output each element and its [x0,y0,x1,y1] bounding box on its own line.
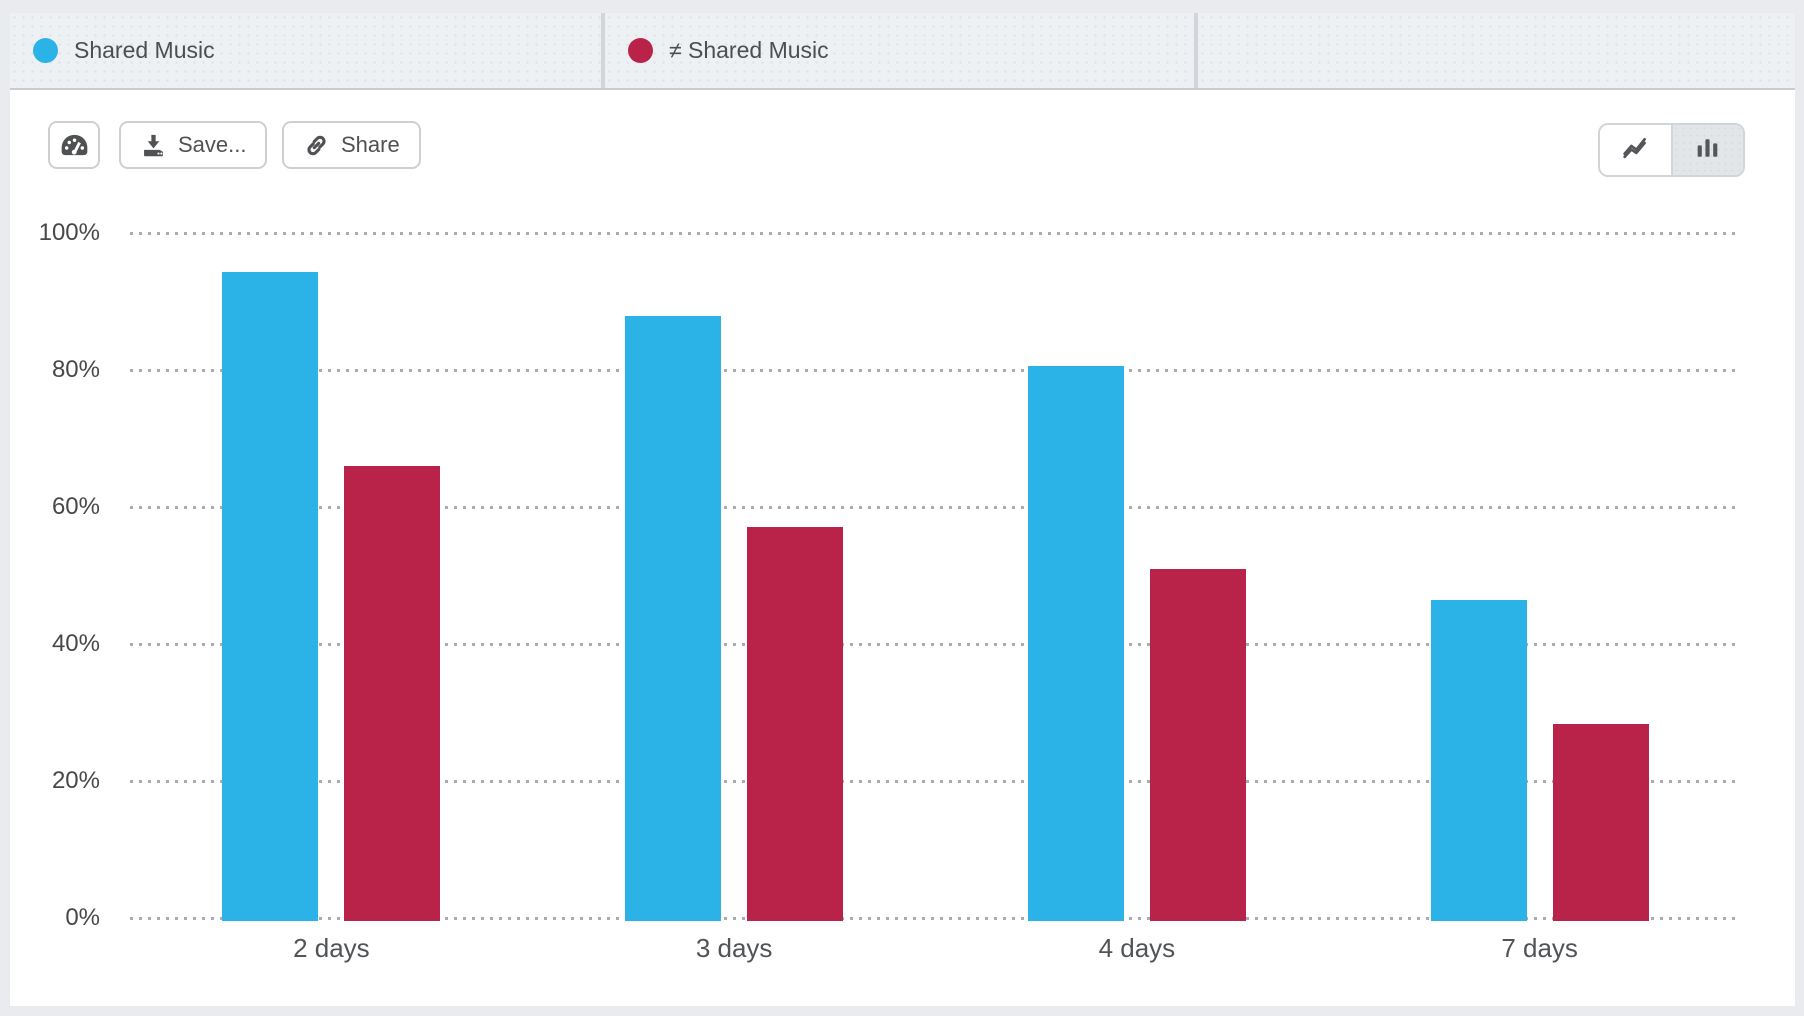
chart-card: Shared Music ≠ Shared Music [10,13,1795,1006]
chart-type-toggle [1598,123,1745,177]
bar-shared-music-3-days[interactable] [625,315,722,921]
gridline-40 [130,643,1741,646]
bar--shared-music-7-days[interactable] [1552,724,1649,921]
legend-item-not-shared-music[interactable]: ≠ Shared Music [605,13,1194,88]
y-tick-label: 80% [51,356,100,383]
y-tick-label: 40% [51,630,100,657]
y-tick-label: 0% [65,904,100,931]
share-button[interactable]: Share [282,121,421,169]
x-axis-label-4-days: 4 days [1098,933,1176,963]
gridline-0 [130,917,1741,920]
bar--shared-music-4-days[interactable] [1149,569,1246,921]
y-tick-label: 100% [38,219,100,246]
legend-label: ≠ Shared Music [669,37,829,63]
bar-shared-music-7-days[interactable] [1430,600,1527,921]
bar-group-2-days [222,272,441,921]
series-dot-red [628,38,653,63]
save-button-label: Save... [178,132,247,157]
gridline-20 [130,780,1741,783]
legend-item-shared-music[interactable]: Shared Music [10,13,601,88]
x-axis-label-7-days: 7 days [1501,933,1578,963]
y-tick-label: 60% [51,493,100,520]
y-tick-label: 20% [51,767,100,794]
bar-shared-music-4-days[interactable] [1027,365,1124,921]
add-to-dashboard-button[interactable] [48,121,100,169]
bar-shared-music-2-days[interactable] [222,272,319,921]
bar-group-7-days [1430,600,1649,921]
share-button-label: Share [341,132,400,157]
series-dot-blue [33,38,58,63]
bar--shared-music-2-days[interactable] [344,465,441,921]
line-chart-toggle[interactable] [1600,125,1671,175]
line-chart-icon [1620,134,1651,166]
bar-group-3-days [625,315,844,921]
plot-area: 100% 80% 60% 40% 20% 0% 2 days 3 days 4 days 7 da… [39,219,1741,963]
bar-chart-icon [1692,134,1723,166]
save-button[interactable]: Save... [119,121,268,169]
link-icon [303,132,330,159]
x-axis-label-2-days: 2 days [293,933,370,963]
legend-bar: Shared Music ≠ Shared Music [10,13,1795,90]
x-axis-label-3-days: 3 days [695,933,773,963]
bar-group-4-days [1027,365,1246,921]
legend-empty-cell [1198,13,1795,88]
gauge-icon [59,132,90,159]
gridline-100 [130,232,1741,235]
gridline-80 [130,369,1741,372]
gridline-60 [130,506,1741,509]
download-icon [140,132,167,159]
legend-label: Shared Music [74,37,215,63]
bar-chart-toggle[interactable] [1670,125,1743,175]
bar--shared-music-3-days[interactable] [747,526,844,921]
